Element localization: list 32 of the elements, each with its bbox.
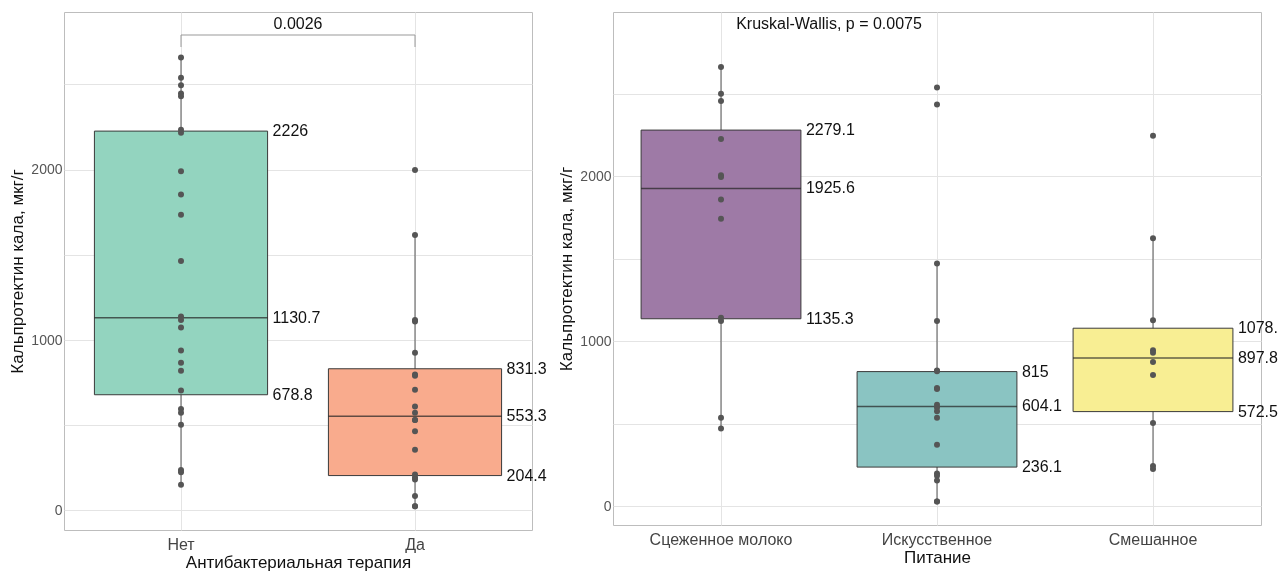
x-axis-title: Антибактериальная терапия xyxy=(185,552,412,572)
annotation: 204.4 xyxy=(506,466,547,484)
annotation: 831.3 xyxy=(506,359,547,377)
annotation: 2226 xyxy=(272,122,309,140)
annotation: 897.8 xyxy=(1237,348,1279,366)
x-tick-label: Да xyxy=(405,535,425,553)
y-tick-label: 0 xyxy=(54,501,63,518)
annotation: 0.0026 xyxy=(273,15,323,32)
x-tick-label: Смешанное xyxy=(1108,530,1198,548)
y-tick-label: 2000 xyxy=(31,161,63,178)
x-tick-label: Искусственное xyxy=(881,530,993,548)
y-tick-label: 1000 xyxy=(31,331,63,348)
annotation: 572.5 xyxy=(1237,402,1279,420)
x-tick-label: Нет xyxy=(167,535,196,553)
annotation: 678.8 xyxy=(272,385,313,403)
annotation: 553.3 xyxy=(506,407,547,425)
annotation: 815 xyxy=(1021,362,1049,380)
annotation: 1130.7 xyxy=(272,308,321,326)
annotation: 1925.6 xyxy=(805,179,855,197)
annotation: 236.1 xyxy=(1021,458,1063,476)
x-tick-label: Сцеженное молоко xyxy=(649,530,793,548)
y-tick-label: 1000 xyxy=(580,332,612,349)
annotation: 2279.1 xyxy=(805,121,855,139)
x-axis-title: Питание xyxy=(903,547,972,567)
annotation: 604.1 xyxy=(1021,397,1063,415)
annotation: 1135.3 xyxy=(805,309,854,327)
annotation: 1078. xyxy=(1237,319,1278,337)
y-axis-title: Кальпротектин кала, мкг/г xyxy=(8,169,28,374)
y-axis-title: Кальпротектин кала, мкг/г xyxy=(557,166,577,372)
y-tick-label: 2000 xyxy=(580,167,612,184)
annotation: Kruskal-Wallis, p = 0.0075 xyxy=(736,15,922,32)
y-tick-label: 0 xyxy=(603,497,612,514)
